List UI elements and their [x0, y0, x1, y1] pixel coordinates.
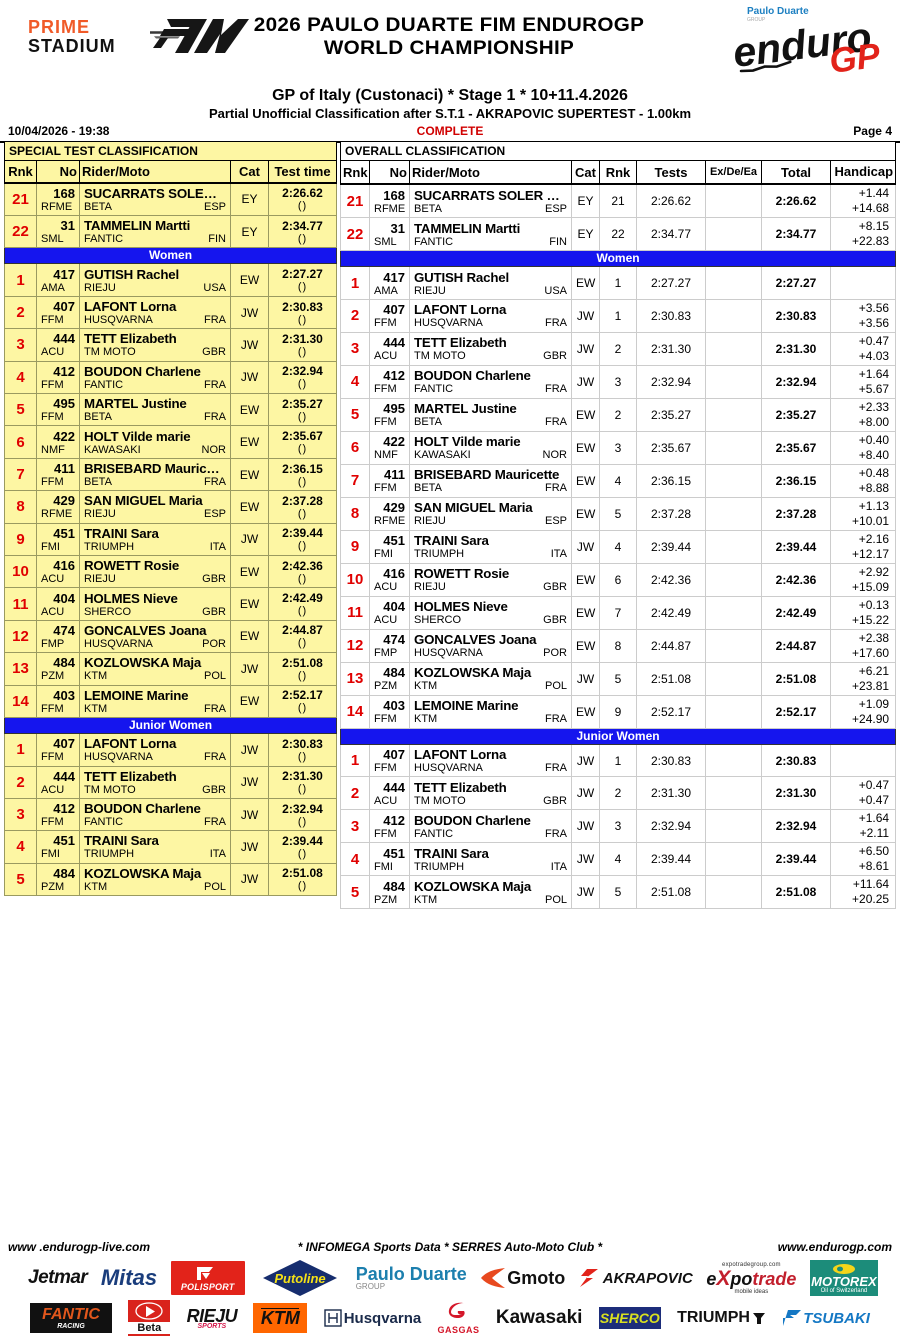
svg-text:GP: GP — [827, 36, 883, 77]
svg-text:Putoline: Putoline — [275, 1271, 326, 1286]
